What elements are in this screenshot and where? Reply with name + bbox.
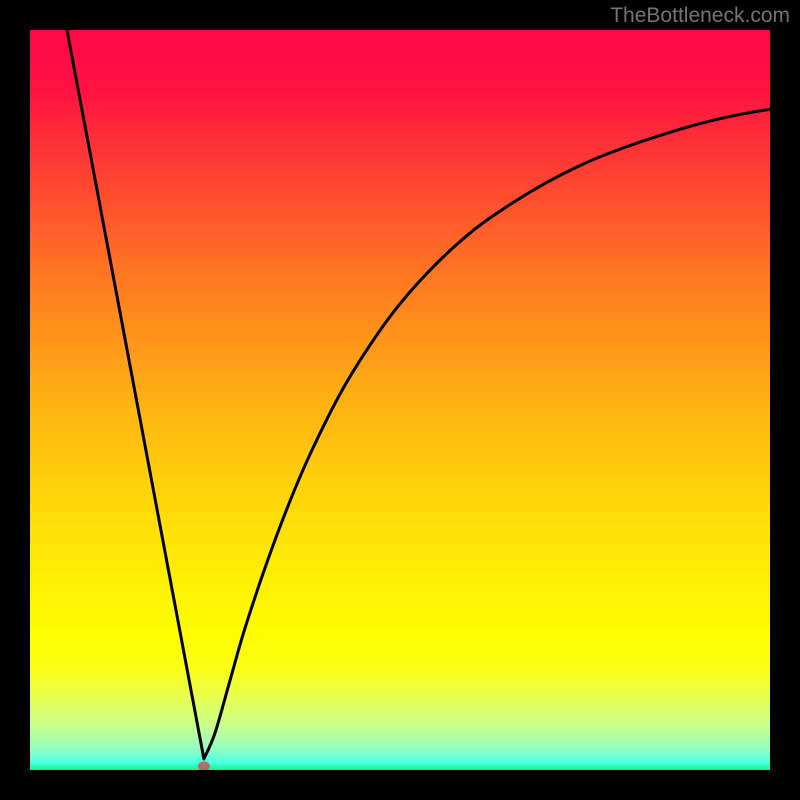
watermark-text: TheBottleneck.com — [610, 4, 790, 28]
minimum-marker-dot — [198, 761, 210, 770]
plot-area — [30, 30, 770, 770]
bottleneck-curve — [67, 30, 770, 759]
curve-layer — [30, 30, 770, 770]
